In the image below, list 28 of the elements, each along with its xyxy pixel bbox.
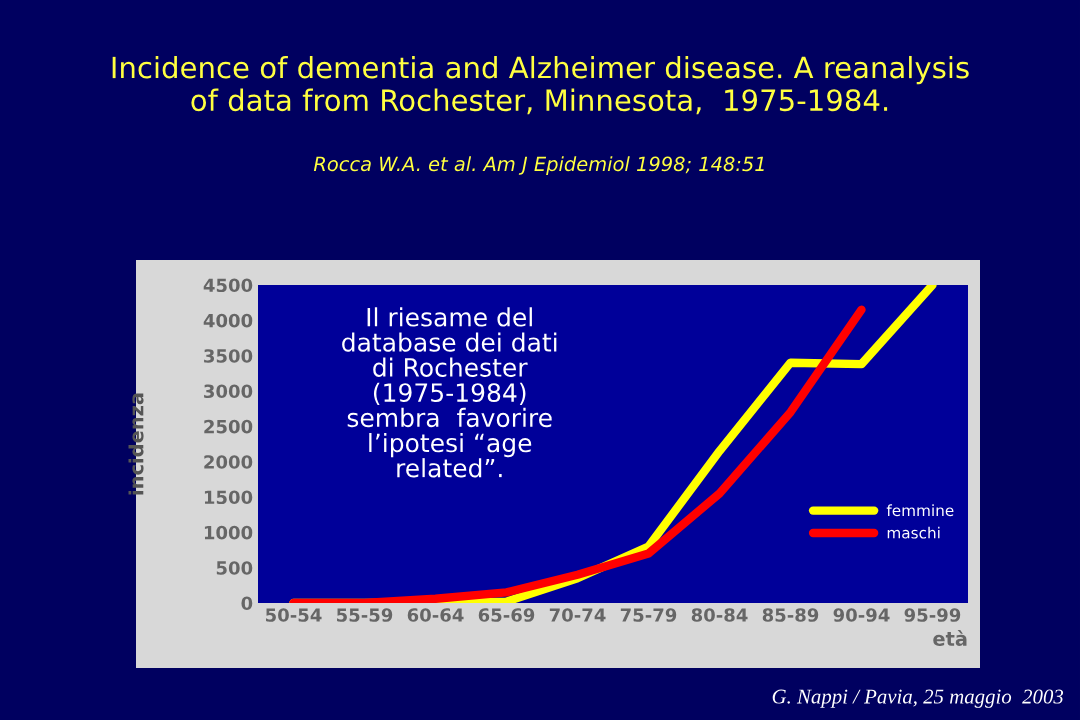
- y-tick-label: 3000: [204, 384, 253, 399]
- y-tick-label: 2500: [204, 419, 253, 434]
- legend-label: femmine: [886, 504, 954, 517]
- annotation: Il riesame del database dei dati di Rochester (1975-1984) sembra favorire l’ipotesi “age related”.: [342, 307, 557, 478]
- x-tick-label: 75-79: [620, 608, 677, 622]
- x-tick-label: 65-69: [478, 608, 535, 622]
- y-axis-title: incidenza: [128, 393, 144, 495]
- y-tick-label: 1000: [204, 525, 253, 540]
- chart-title: Incidence of dementia and Alzheimer disease. A reanalysis of data from Rochester, Minnesota, 1975-1984.: [112, 55, 969, 115]
- text: Rocca W.A. et al. Am J Epidemiol 1998; 148:51: [313, 156, 764, 176]
- x-tick-label: 85-89: [762, 608, 819, 622]
- y-tick-label: 0: [241, 596, 253, 611]
- x-tick-label: 80-84: [691, 608, 748, 622]
- y-tick-label: 2000: [204, 455, 253, 469]
- y-tick-label: 1500: [204, 490, 253, 505]
- text: G. Nappi / Pavia, 25 maggio 2003: [772, 689, 1064, 708]
- y-tick-label: 4500: [203, 278, 253, 293]
- x-tick-label: 70-74: [549, 608, 606, 622]
- y-tick-label: 4000: [203, 313, 253, 328]
- y-tick-label: 3500: [204, 349, 253, 363]
- x-axis-title: età: [933, 630, 967, 646]
- x-tick-label: 60-64: [407, 608, 464, 622]
- x-tick-label: 90-94: [833, 608, 890, 622]
- x-tick-label: 50-54: [266, 608, 322, 622]
- x-tick-label: 55-59: [337, 608, 393, 622]
- x-tick-label: 95-99: [904, 608, 961, 622]
- y-tick-label: 500: [216, 561, 253, 575]
- legend-label: maschi: [887, 526, 940, 539]
